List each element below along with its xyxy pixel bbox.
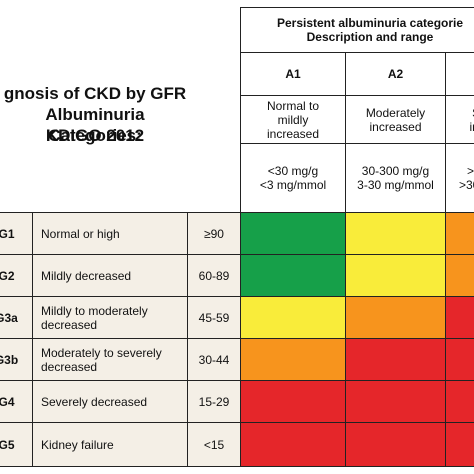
risk-cell [445,422,474,467]
range-text-line: >30 mg/mmol [458,178,474,192]
risk-cell [345,296,446,339]
risk-cell [445,380,474,423]
albuminuria-header: Persistent albuminuria categorie Descript… [240,7,474,53]
albuminuria-range: >300 mg/g>30 mg/mmol [445,143,474,213]
header-text-line: Persistent albuminuria categorie [276,16,464,30]
range-text: >300 mg/g>30 mg/mmol [459,164,474,192]
albuminuria-range: <30 mg/g <3 mg/mmol [240,143,346,213]
header-text-line: Description and range [306,30,434,44]
risk-cell [240,380,346,423]
range-text: <30 mg/g <3 mg/mmol [260,164,326,192]
header-text: Persistent albuminuria categorie Descript… [277,16,463,44]
gfr-description: Normal or high [32,212,188,255]
risk-cell [445,254,474,297]
range-text: 30-300 mg/g 3-30 mg/mmol [357,164,434,192]
gfr-code: G3a [0,296,33,339]
albuminuria-description: Severely increased [445,95,474,144]
range-text-line: <30 mg/g [267,164,319,178]
title-line: KDIGO 2012 [45,126,145,145]
risk-cell [345,254,446,297]
gfr-range: 15-29 [187,380,241,423]
risk-cell [445,338,474,381]
gfr-code: G2 [0,254,33,297]
gfr-description: Moderately to severely decreased [32,338,188,381]
range-text-line: <3 mg/mmol [259,178,327,192]
risk-cell [345,338,446,381]
gfr-description: Mildly decreased [32,254,188,297]
range-text-line: 3-30 mg/mmol [357,178,434,192]
risk-cell [445,212,474,255]
gfr-description: Severely decreased [32,380,188,423]
gfr-code: G1 [0,212,33,255]
range-text-line: 30-300 mg/g [361,164,430,178]
risk-cell [240,422,346,467]
gfr-code: G5 [0,422,33,467]
albuminuria-code: A3 [445,52,474,96]
risk-cell [445,296,474,339]
gfr-code: G4 [0,380,33,423]
risk-cell [240,254,346,297]
gfr-range: 45-59 [187,296,241,339]
albuminuria-description: Moderately increased [345,95,446,144]
title-line: Albuminuria Categories: [45,105,145,145]
gfr-range: 60-89 [187,254,241,297]
gfr-code: G3b [0,338,33,381]
albuminuria-code: A2 [345,52,446,96]
risk-cell [240,212,346,255]
risk-cell [240,296,346,339]
risk-cell [345,380,446,423]
risk-cell [345,212,446,255]
gfr-range: <15 [187,422,241,467]
albuminuria-code: A1 [240,52,346,96]
risk-cell [240,338,346,381]
albuminuria-description: Normal to mildly increased [240,95,346,144]
risk-cell [345,422,446,467]
albuminuria-range: 30-300 mg/g 3-30 mg/mmol [345,143,446,213]
gfr-range: 30-44 [187,338,241,381]
gfr-range: ≥90 [187,212,241,255]
title-line: gnosis of CKD by GFR [3,84,187,103]
gfr-description: Kidney failure [32,422,188,467]
range-text-line: >300 mg/g [466,164,474,178]
gfr-description: Mildly to moderately decreased [32,296,188,339]
